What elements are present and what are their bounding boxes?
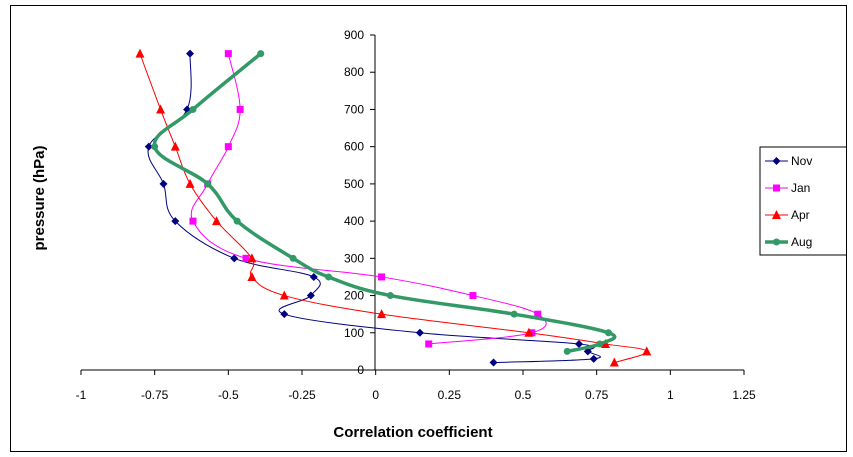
data-point-jan: [425, 340, 433, 348]
x-tick-label: 1: [667, 388, 674, 402]
legend-label-jan: Jan: [791, 181, 810, 195]
legend-marker-apr: [772, 210, 781, 219]
x-axis-title: Correlation coefficient: [333, 424, 492, 441]
x-tick-label: -0.25: [288, 388, 316, 402]
data-point-jan: [534, 310, 542, 318]
data-point-jan: [224, 50, 232, 58]
series-jan: [189, 50, 547, 348]
data-point-aug: [596, 340, 604, 348]
data-point-nov: [144, 142, 153, 151]
data-point-nov: [280, 310, 289, 319]
y-axis-title: pressure (hPa): [31, 145, 48, 250]
data-point-aug: [604, 329, 612, 337]
x-tick-label: 1.25: [732, 388, 756, 402]
legend-marker-nov: [772, 157, 781, 165]
data-point-aug: [151, 143, 159, 151]
data-point-apr: [212, 216, 222, 226]
y-tick-label: 400: [344, 214, 364, 228]
series-line-jan: [190, 53, 547, 345]
data-point-nov: [159, 179, 168, 188]
x-tick-label: 0.5: [515, 388, 532, 402]
data-point-jan: [242, 254, 250, 262]
data-point-nov: [574, 339, 583, 348]
data-point-aug: [386, 292, 394, 300]
data-point-aug: [257, 50, 265, 58]
data-point-nov: [186, 49, 195, 58]
data-point-apr: [642, 346, 652, 356]
y-tick-label: 300: [344, 251, 364, 265]
data-point-nov: [230, 254, 239, 263]
data-point-aug: [563, 347, 571, 355]
x-tick-label: 0: [372, 388, 379, 402]
data-point-jan: [236, 105, 244, 113]
y-tick-label: 500: [344, 177, 364, 191]
y-tick-label: 900: [344, 28, 364, 42]
y-tick-label: 200: [344, 289, 364, 303]
data-point-nov: [489, 358, 498, 367]
data-point-jan: [224, 143, 232, 151]
data-point-aug: [233, 217, 241, 225]
data-point-apr: [156, 104, 166, 114]
data-point-apr: [377, 309, 387, 319]
x-tick-label: -1: [76, 388, 87, 402]
data-point-apr: [609, 357, 619, 367]
data-point-jan: [378, 273, 386, 281]
data-point-apr: [135, 48, 145, 58]
data-point-jan: [189, 217, 197, 225]
series-nov: [144, 49, 601, 367]
legend-marker-jan: [773, 184, 780, 192]
series-line-aug: [152, 51, 617, 354]
x-tick-label: -0.5: [218, 388, 239, 402]
y-tick-label: 700: [344, 102, 364, 116]
data-point-apr: [279, 290, 289, 300]
data-point-apr: [170, 141, 180, 151]
data-point-aug: [204, 180, 212, 188]
legend-label-apr: Apr: [791, 208, 810, 222]
series-aug: [151, 50, 617, 355]
x-tick-label: 0.25: [438, 388, 462, 402]
data-point-aug: [325, 273, 333, 281]
data-point-aug: [510, 310, 518, 318]
data-point-nov: [171, 217, 180, 226]
series-apr: [135, 48, 652, 367]
legend-marker-aug: [773, 238, 780, 246]
data-point-aug: [189, 105, 197, 113]
y-tick-label: 800: [344, 65, 364, 79]
series-line-apr: [139, 53, 648, 364]
data-point-aug: [289, 254, 297, 262]
data-point-apr: [247, 271, 257, 281]
data-point-nov: [415, 328, 424, 337]
legend-box: [759, 146, 846, 256]
legend-label-nov: Nov: [791, 154, 812, 168]
y-tick-label: 0: [357, 363, 364, 377]
x-tick-label: 0.75: [585, 388, 609, 402]
y-tick-label: 100: [344, 326, 364, 340]
x-tick-label: -0.75: [141, 388, 169, 402]
y-tick-label: 600: [344, 140, 364, 154]
data-point-apr: [247, 253, 257, 263]
data-point-nov: [309, 272, 318, 281]
legend-label-aug: Aug: [791, 235, 812, 249]
data-point-apr: [185, 178, 195, 188]
data-point-jan: [469, 292, 477, 300]
data-point-nov: [306, 291, 315, 300]
data-point-apr: [524, 327, 534, 337]
legend: Nov Jan Apr Aug: [759, 146, 846, 256]
data-point-nov: [589, 354, 598, 363]
